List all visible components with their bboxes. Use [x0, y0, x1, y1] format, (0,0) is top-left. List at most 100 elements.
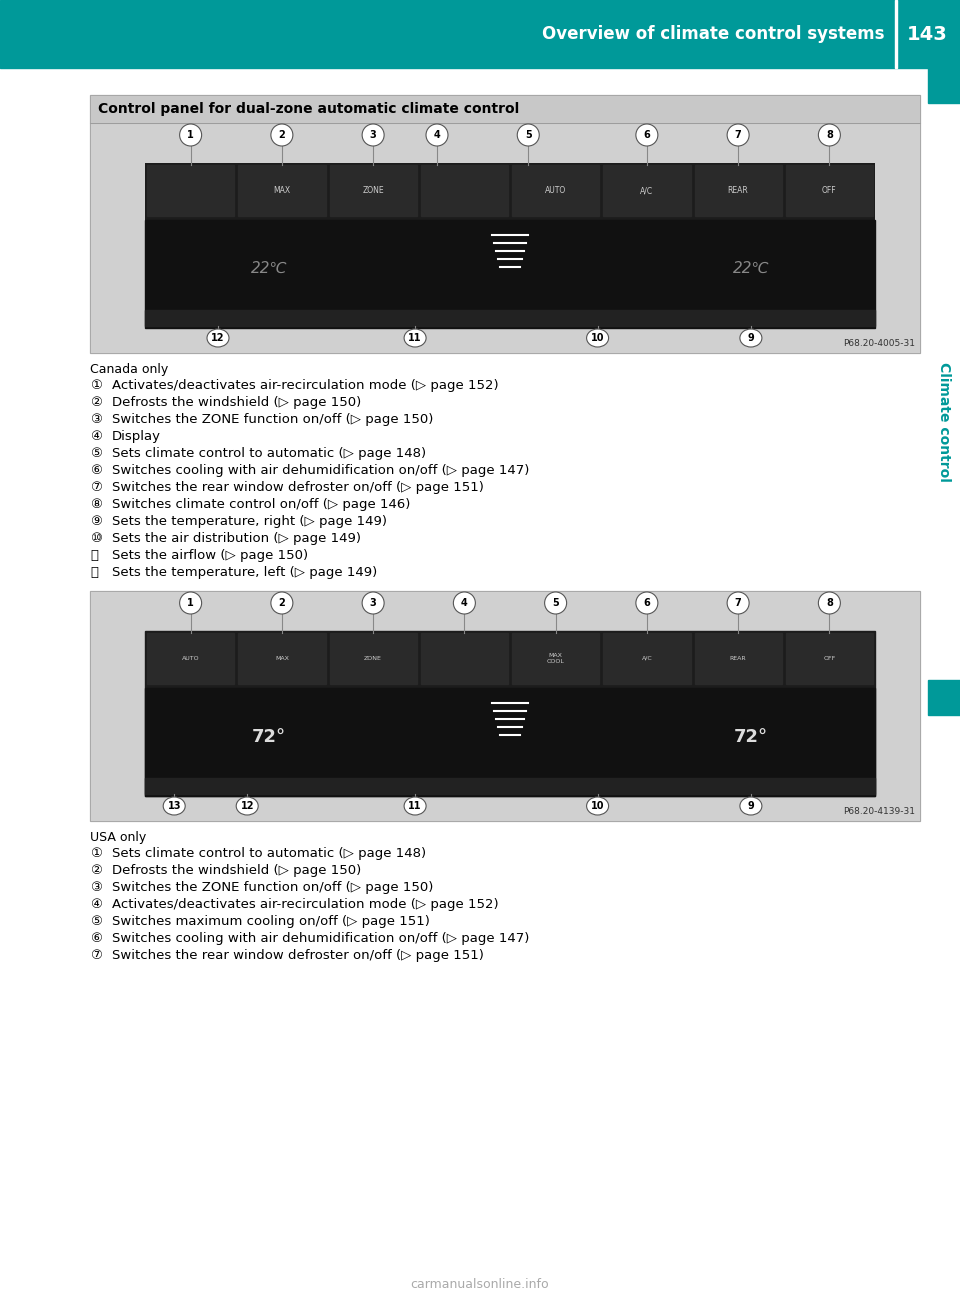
Bar [145, 220, 875, 328]
Text: 10: 10 [590, 333, 605, 342]
Text: 143: 143 [906, 25, 948, 43]
Bar [90, 591, 920, 822]
Bar [145, 779, 875, 794]
Text: ①: ① [90, 379, 102, 392]
Text: ⑫: ⑫ [90, 566, 98, 579]
Text: ②: ② [90, 396, 102, 409]
Text: Canada only: Canada only [90, 363, 168, 376]
Text: ②: ② [90, 865, 102, 878]
Text: 8: 8 [826, 598, 833, 608]
Text: 7: 7 [734, 598, 741, 608]
Text: 72°: 72° [252, 728, 286, 746]
Bar [694, 165, 781, 216]
Text: Display: Display [112, 430, 161, 443]
Text: 13: 13 [167, 801, 180, 811]
Text: ⑥: ⑥ [90, 464, 102, 477]
Text: ③: ③ [90, 881, 102, 894]
Circle shape [544, 592, 566, 615]
Bar [90, 95, 920, 122]
Text: 7: 7 [734, 130, 741, 141]
Bar [512, 633, 599, 684]
Text: Climate control: Climate control [937, 362, 951, 482]
Bar [785, 165, 873, 216]
Bar [90, 122, 920, 353]
Text: 6: 6 [643, 130, 650, 141]
Text: Activates/deactivates air-recirculation mode (▷ page 152): Activates/deactivates air-recirculation … [112, 379, 498, 392]
Text: ZONE: ZONE [362, 186, 384, 195]
Text: ⑤: ⑤ [90, 915, 102, 928]
Text: 5: 5 [552, 598, 559, 608]
Circle shape [453, 592, 475, 615]
Text: A/C: A/C [641, 656, 652, 661]
Text: ⑧: ⑧ [90, 497, 102, 510]
Text: Sets climate control to automatic (▷ page 148): Sets climate control to automatic (▷ pag… [112, 848, 426, 861]
Ellipse shape [163, 797, 185, 815]
Text: ⑪: ⑪ [90, 549, 98, 562]
Text: MAX
COOL: MAX COOL [546, 654, 564, 664]
Bar [238, 165, 325, 216]
Bar [512, 165, 599, 216]
Text: Activates/deactivates air-recirculation mode (▷ page 152): Activates/deactivates air-recirculation … [112, 898, 498, 911]
Text: 72°: 72° [733, 728, 768, 746]
Text: OFF: OFF [822, 186, 837, 195]
Bar [329, 633, 417, 684]
Text: 11: 11 [408, 333, 421, 342]
Bar [90, 591, 920, 822]
Circle shape [271, 124, 293, 146]
Text: ⑤: ⑤ [90, 447, 102, 460]
Text: 22℃: 22℃ [732, 262, 769, 276]
Bar [147, 633, 234, 684]
Bar [90, 95, 920, 122]
Text: carmanualsonline.info: carmanualsonline.info [411, 1279, 549, 1292]
Text: Control panel for dual-zone automatic climate control: Control panel for dual-zone automatic cl… [98, 102, 519, 116]
Circle shape [818, 124, 840, 146]
Text: ④: ④ [90, 430, 102, 443]
Text: AUTO: AUTO [545, 186, 566, 195]
Circle shape [271, 592, 293, 615]
Text: ③: ③ [90, 413, 102, 426]
Text: Switches climate control on/off (▷ page 146): Switches climate control on/off (▷ page … [112, 497, 410, 510]
Text: 4: 4 [434, 130, 441, 141]
Text: ZONE: ZONE [364, 656, 382, 661]
Text: 1: 1 [187, 598, 194, 608]
Text: 2: 2 [278, 130, 285, 141]
Text: ⑥: ⑥ [90, 932, 102, 945]
Text: REAR: REAR [728, 186, 749, 195]
Text: ⑨: ⑨ [90, 516, 102, 529]
Text: REAR: REAR [730, 656, 747, 661]
Bar [603, 165, 690, 216]
Text: Switches maximum cooling on/off (▷ page 151): Switches maximum cooling on/off (▷ page … [112, 915, 430, 928]
Circle shape [727, 592, 749, 615]
Text: 3: 3 [370, 598, 376, 608]
Ellipse shape [740, 329, 762, 348]
Text: P68.20-4139-31: P68.20-4139-31 [843, 807, 915, 816]
Text: Sets the air distribution (▷ page 149): Sets the air distribution (▷ page 149) [112, 533, 361, 546]
Text: ④: ④ [90, 898, 102, 911]
Bar [90, 122, 920, 353]
Circle shape [818, 592, 840, 615]
Circle shape [180, 592, 202, 615]
Text: 12: 12 [211, 333, 225, 342]
Text: 12: 12 [240, 801, 254, 811]
Bar [238, 633, 325, 684]
Ellipse shape [404, 797, 426, 815]
Text: 10: 10 [590, 801, 605, 811]
Text: 3: 3 [370, 130, 376, 141]
Circle shape [727, 124, 749, 146]
Text: AUTO: AUTO [181, 656, 200, 661]
Bar [928, 68, 960, 103]
Text: Sets climate control to automatic (▷ page 148): Sets climate control to automatic (▷ pag… [112, 447, 426, 460]
Ellipse shape [236, 797, 258, 815]
Text: Sets the airflow (▷ page 150): Sets the airflow (▷ page 150) [112, 549, 308, 562]
Text: ⑦: ⑦ [90, 480, 102, 493]
Circle shape [636, 592, 658, 615]
Text: MAX: MAX [275, 656, 289, 661]
Circle shape [517, 124, 540, 146]
Ellipse shape [404, 329, 426, 348]
Text: Switches the ZONE function on/off (▷ page 150): Switches the ZONE function on/off (▷ pag… [112, 881, 433, 894]
Text: A/C: A/C [640, 186, 654, 195]
Text: 8: 8 [826, 130, 833, 141]
Text: Switches cooling with air dehumidification on/off (▷ page 147): Switches cooling with air dehumidificati… [112, 932, 529, 945]
Text: 1: 1 [187, 130, 194, 141]
Circle shape [362, 592, 384, 615]
